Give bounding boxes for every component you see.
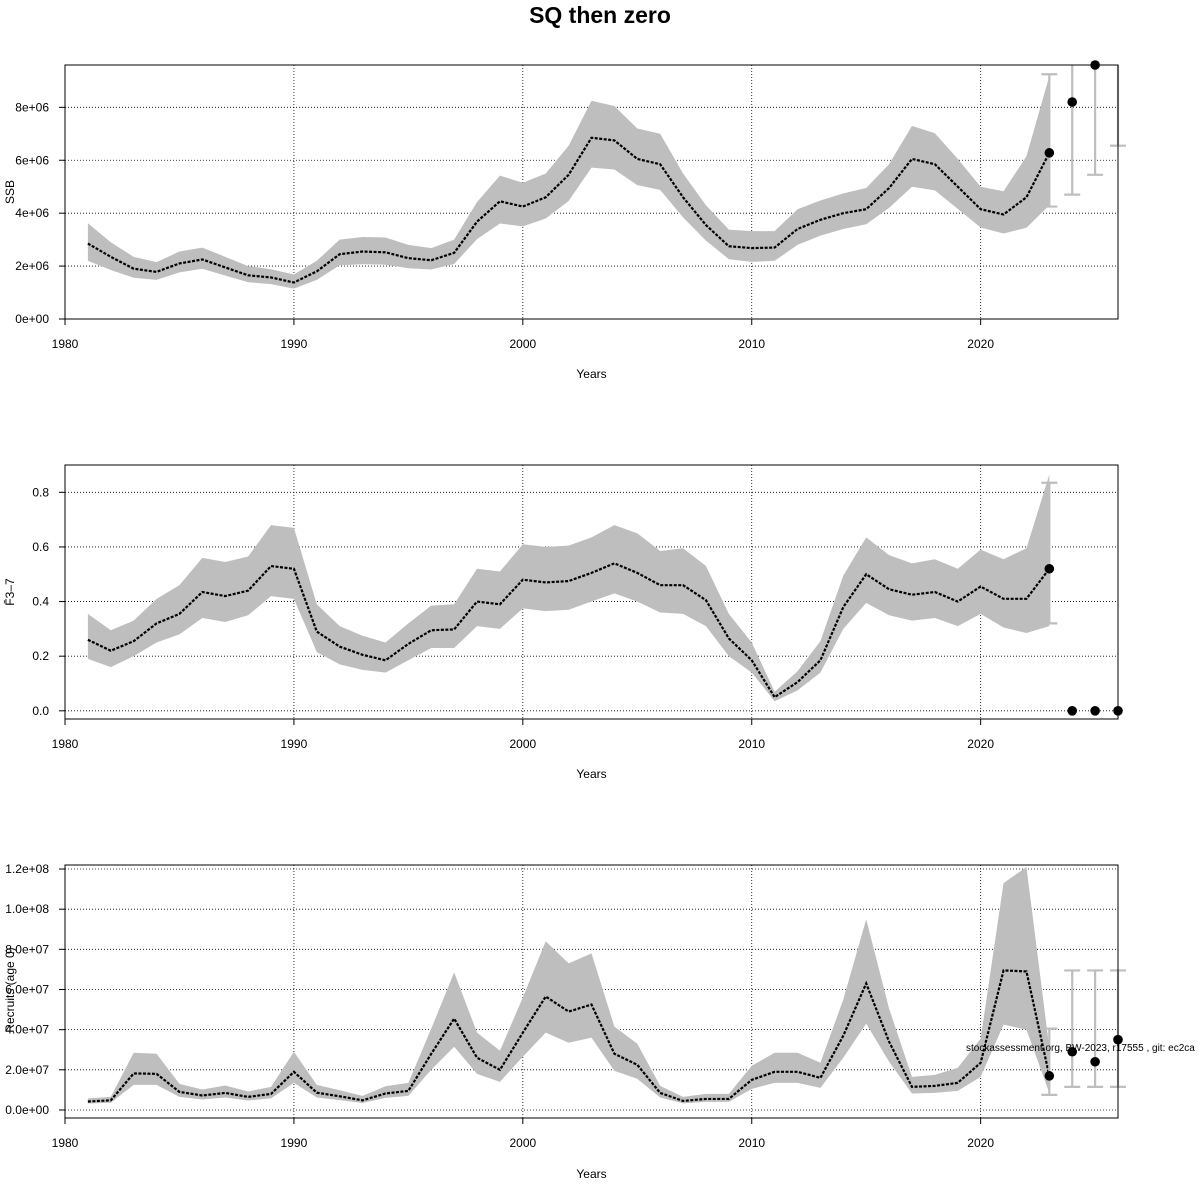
ssb-x-tick-label: 1990 (281, 337, 308, 351)
f-y-tick-label: 0.8 (32, 485, 49, 499)
footnote: stockassessment.org, BW-2023, r17555 , g… (966, 1043, 1195, 1054)
recruits-y-tick-label: 6.0e+07 (5, 982, 49, 996)
recruits-y-tick-label: 4.0e+07 (5, 1023, 49, 1037)
f-x-axis-label: Years (576, 767, 606, 781)
ssb-x-tick-label: 1980 (52, 337, 79, 351)
f-y-tick-label: 0.0 (32, 704, 49, 718)
recruits-panel: 1980 1990 2000 2010 2020 0.0e+00 2.0e+07 4.0e+0… (3, 862, 1126, 1181)
ssb-y-tick-label: 8e+06 (15, 100, 49, 114)
ssb-plot-frame (64, 64, 1119, 320)
recruits-y-tick-label: 1.2e+08 (5, 862, 49, 876)
fishing-mortality-panel: 1980 1990 2000 2010 2020 0.0 0.2 0.4 0.6 0.8 Years… (3, 464, 1123, 781)
f-forecast-point (1044, 563, 1055, 574)
ssb-estimate-line (87, 136, 1051, 284)
recruits-x-tick-label: 2010 (738, 1136, 765, 1150)
f-forecast-point (1090, 706, 1100, 716)
recruits-y-axis-label: Recruits (age 0) (3, 947, 17, 1032)
recruits-x-tick-label: 2020 (967, 1136, 994, 1150)
f-x-tick-label: 1980 (52, 737, 79, 751)
recruits-y-tick-label: 1.0e+08 (5, 902, 49, 916)
f-y-tick-label: 0.6 (32, 540, 49, 554)
ssb-forecast-point (1044, 148, 1055, 158)
recruits-confidence-band (87, 867, 1050, 1104)
ssb-confidence-band (87, 76, 1050, 289)
f-x-tick-label: 1990 (281, 737, 308, 751)
ssb-x-tick-label: 2020 (967, 337, 994, 351)
f-y-tick-label: 0.4 (32, 595, 49, 609)
ssb-x-axis-label: Years (576, 367, 606, 381)
ssb-x-tick-label: 2010 (738, 337, 765, 351)
ssb-y-axis-label: SSB (3, 180, 17, 204)
ssb-y-tick-label: 0e+00 (15, 312, 49, 326)
f-x-tick-label: 2010 (738, 737, 765, 751)
recruits-estimate-line (87, 969, 1051, 1103)
recruits-y-tick-label: 0.0e+00 (5, 1103, 49, 1117)
ssb-panel: 1980 1990 2000 2010 2020 0e+00 2e+06 4e+06 6e+06… (3, 60, 1126, 381)
ssb-forecast-point (1067, 97, 1078, 107)
f-estimate-line (87, 562, 1051, 699)
f-plot-frame (64, 464, 1119, 720)
recruits-y-tick-label: 8.0e+07 (5, 942, 49, 956)
recruits-x-axis-label: Years (576, 1167, 606, 1181)
ssb-x-tick-label: 2000 (509, 337, 536, 351)
recruits-x-tick-label: 1980 (52, 1136, 79, 1150)
recruits-forecast-point (1067, 1046, 1078, 1057)
recruits-x-tick-label: 2000 (509, 1136, 536, 1150)
recruits-y-tick-label: 2.0e+07 (5, 1063, 49, 1077)
f-y-tick-label: 0.2 (32, 649, 49, 663)
recruits-x-tick-label: 1990 (281, 1136, 308, 1150)
f-y-axis-label: F̄3–7 (3, 578, 17, 606)
recruits-plot-frame (64, 864, 1119, 1119)
ssb-y-tick-label: 2e+06 (15, 259, 49, 273)
f-x-tick-label: 2020 (967, 737, 994, 751)
ssb-y-tick-label: 6e+06 (15, 153, 49, 167)
f-x-tick-label: 2000 (509, 737, 536, 751)
f-forecast-point (1067, 706, 1078, 716)
page-title: SQ then zero (529, 2, 671, 28)
f-confidence-band (87, 474, 1050, 702)
ssb-y-tick-label: 4e+06 (15, 206, 49, 220)
recruits-forecast-point (1044, 1071, 1055, 1081)
recruits-forecast-point (1090, 1056, 1100, 1067)
